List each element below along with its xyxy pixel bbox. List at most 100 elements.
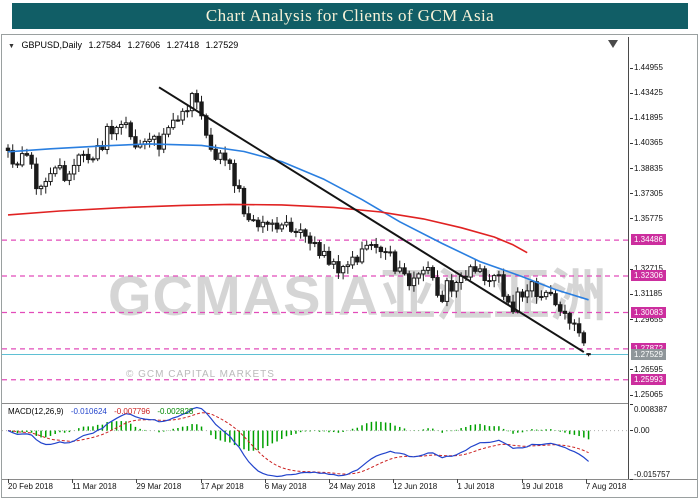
macd-header: MACD(12,26,9) -0.010624 -0.007796 -0.002… [8, 407, 198, 416]
candle-body [425, 267, 431, 271]
sr-price-box[interactable]: 1.32306 [631, 269, 666, 281]
macd-axis-label: 0.00 [634, 425, 650, 435]
candle-body [355, 256, 360, 263]
candle-body [57, 165, 63, 169]
candle-body [529, 281, 535, 292]
candle-body [119, 123, 124, 128]
candle-body [53, 167, 58, 175]
candle-body [194, 93, 200, 103]
candle-body [407, 273, 412, 287]
candle-body [383, 251, 388, 254]
time-axis-label: 19 Jul 2018 [521, 482, 563, 491]
price-axis-tick [630, 268, 633, 270]
macd-axis-tick [630, 404, 633, 406]
candle-body [38, 185, 44, 190]
candle-body [331, 261, 336, 265]
price-axis-label: 1.38835 [634, 163, 663, 173]
candle-body [402, 267, 407, 275]
time-axis[interactable]: 20 Feb 2018 11 Mar 2018 29 Mar 2018 17 Apr … [2, 481, 697, 497]
price-axis[interactable]: 1.44955 1.43425 1.41895 1.40365 1.38835 1.373… [630, 37, 697, 403]
price-axis-label: 1.31185 [634, 289, 663, 299]
candle-body [156, 135, 162, 150]
ma-slow-line [7, 203, 528, 254]
price-axis-tick [630, 92, 633, 94]
candle-body [435, 277, 440, 296]
candle-body [581, 332, 587, 344]
time-axis-label: 1 Jul 2018 [457, 482, 495, 491]
symbol-label: GBPUSD,Daily [21, 40, 82, 50]
candle-body [279, 224, 284, 230]
candle-body [62, 165, 67, 181]
ohlc-open: 1.27584 [88, 40, 122, 50]
price-axis-label: 1.26595 [634, 364, 663, 374]
time-axis-tick [8, 479, 9, 483]
candle-body [303, 229, 308, 237]
candle-body [350, 256, 355, 266]
price-axis-tick [630, 168, 633, 170]
candle-body [586, 353, 591, 356]
trendline[interactable] [158, 86, 585, 353]
macd-main-value: -0.010624 [70, 407, 107, 416]
candle-body [19, 153, 25, 166]
sr-price-box[interactable]: 1.30083 [631, 306, 666, 318]
panel-separator[interactable] [2, 403, 628, 404]
candle-body [270, 222, 275, 225]
candle-body [81, 153, 86, 156]
macd-axis[interactable]: 0.008387 0.00 -0.015757 [630, 404, 697, 481]
price-axis-label: 1.25065 [634, 390, 663, 400]
candle-body [369, 244, 374, 247]
candle-body [444, 280, 450, 302]
candle-body [180, 110, 185, 121]
time-axis-tick [200, 479, 202, 483]
candle-body [222, 152, 228, 161]
candle-body [567, 312, 572, 324]
candle-body [534, 281, 539, 297]
candle-body [274, 222, 280, 230]
candle-body [326, 250, 332, 265]
macd-label: MACD(12,26,9) [8, 407, 64, 416]
chart-shift-icon[interactable] [608, 40, 618, 48]
candle-body [71, 164, 77, 175]
candle-body [237, 185, 242, 189]
candle-body [454, 281, 459, 292]
candle-body [284, 221, 289, 226]
price-axis-tick [630, 218, 633, 220]
main-chart-plot[interactable] [2, 37, 628, 403]
candle-body [232, 162, 237, 187]
sr-price-box[interactable]: 1.34486 [631, 234, 666, 246]
current-price-box: 1.27529 [631, 348, 666, 360]
candle-body [553, 293, 558, 306]
candle-body [147, 138, 152, 142]
candle-body [152, 135, 157, 140]
candle-body [204, 115, 209, 136]
candle-body [373, 244, 379, 248]
candle-body [15, 163, 20, 166]
candle-body [468, 266, 473, 278]
price-axis-tick [630, 67, 633, 69]
price-axis-tick [630, 193, 633, 195]
time-axis-separator [2, 479, 697, 480]
candle-body [175, 119, 181, 122]
macd-signal-line [7, 412, 589, 475]
candle-body [29, 154, 34, 165]
candle-body [246, 213, 251, 221]
price-axis-tick [630, 369, 633, 371]
candle-body [378, 246, 384, 253]
macd-plot[interactable] [2, 405, 628, 479]
sr-price-box[interactable]: 1.27872 [631, 342, 666, 354]
candle-body [48, 173, 53, 183]
candle-body [359, 248, 365, 263]
candle-body [76, 154, 81, 166]
price-axis-label: 1.29655 [634, 314, 663, 324]
candle-body [241, 187, 247, 215]
candle-body [109, 125, 115, 135]
time-axis-tick [521, 479, 523, 483]
candle-body [208, 134, 214, 150]
ohlc-low: 1.27418 [166, 40, 200, 50]
candle-body [336, 261, 341, 274]
candle-body [10, 149, 15, 165]
candle-body [487, 280, 492, 283]
time-axis-label: 7 Aug 2018 [585, 482, 627, 491]
candle-body [388, 251, 393, 254]
sr-price-box[interactable]: 1.25993 [631, 373, 666, 385]
